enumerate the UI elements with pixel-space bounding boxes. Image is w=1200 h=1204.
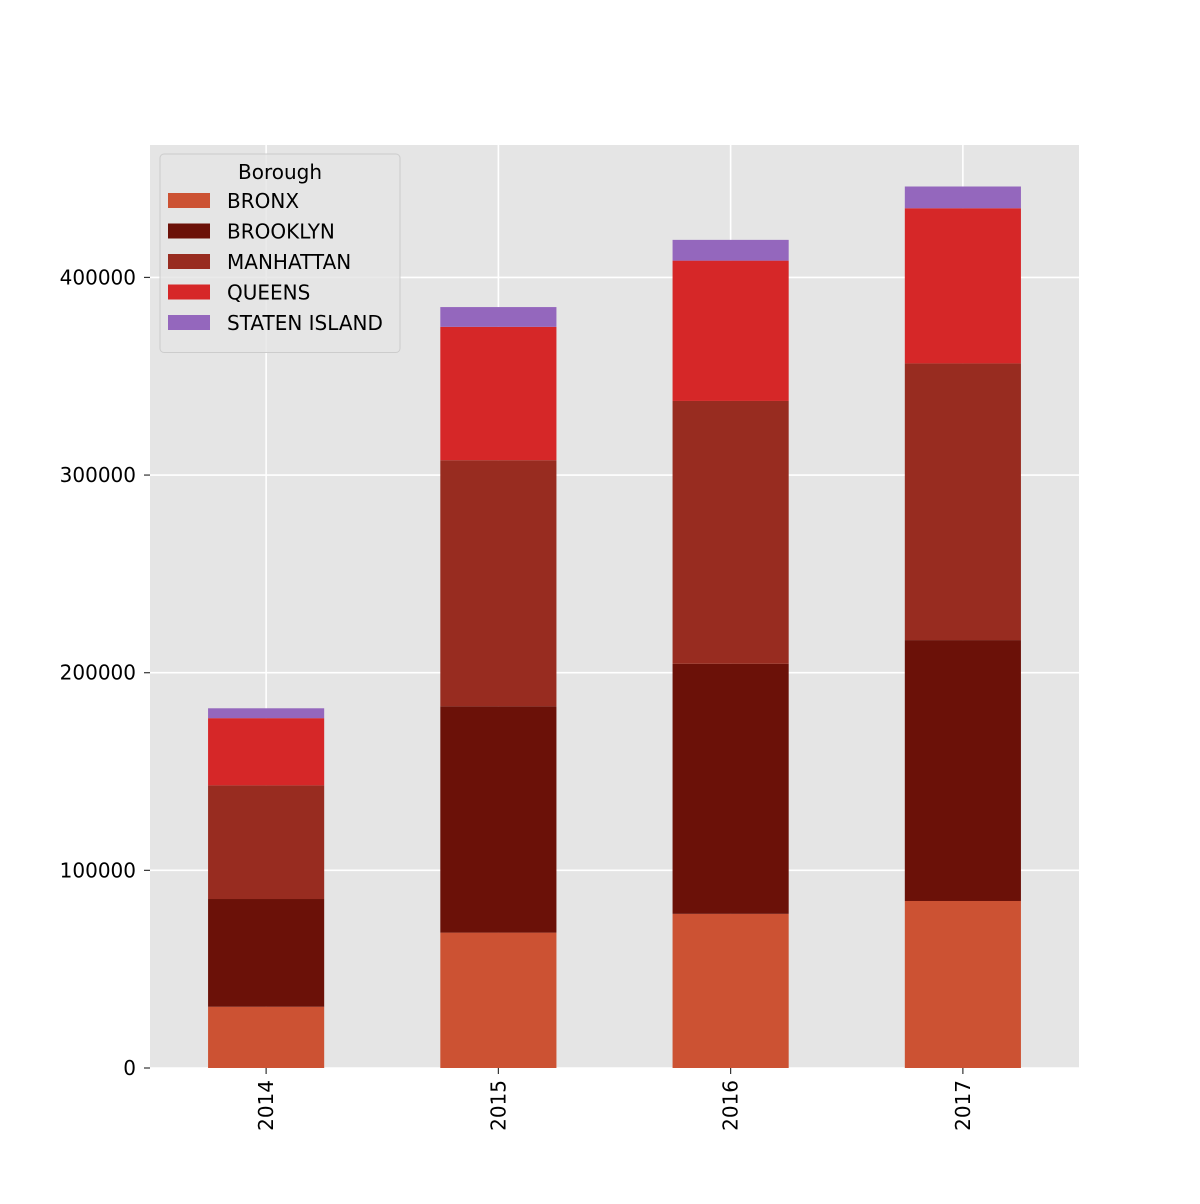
x-tick-label: 2015 (486, 1080, 510, 1131)
bar-segment-staten-island-2014 (208, 708, 325, 719)
bar-segment-bronx-2017 (904, 900, 1021, 1068)
legend-label-staten-island: STATEN ISLAND (227, 311, 383, 335)
bar-segment-queens-2014 (208, 718, 325, 786)
legend-swatch-staten-island (168, 315, 210, 330)
bar-segment-brooklyn-2016 (672, 663, 789, 914)
legend-label-queens: QUEENS (227, 281, 310, 305)
y-tick-label: 400000 (60, 265, 136, 289)
legend-label-manhattan: MANHATTAN (227, 250, 351, 274)
bar-segment-queens-2016 (672, 260, 789, 401)
bar-segment-bronx-2015 (440, 932, 557, 1068)
bar-segment-queens-2015 (440, 326, 557, 461)
bar-segment-brooklyn-2017 (904, 640, 1021, 901)
bar-segment-brooklyn-2015 (440, 706, 557, 933)
legend-swatch-brooklyn (168, 223, 210, 239)
bar-segment-manhattan-2015 (440, 460, 557, 707)
y-axis: 0 100000 200000 300000 400000 (60, 265, 150, 1080)
bar-segment-manhattan-2017 (904, 363, 1021, 641)
y-tick-label: 0 (123, 1056, 136, 1080)
legend-label-bronx: BRONX (227, 189, 299, 213)
x-tick-label: 2014 (254, 1080, 278, 1131)
bar-segment-queens-2017 (904, 208, 1021, 364)
bar-segment-staten-island-2016 (672, 239, 789, 261)
legend-swatch-queens (168, 284, 210, 300)
bar-segment-manhattan-2016 (672, 400, 789, 664)
legend-label-brooklyn: BROOKLYN (227, 220, 335, 244)
x-axis: 2014 2015 2016 2017 (254, 1068, 975, 1131)
legend-title: Borough (238, 160, 322, 184)
bar-segment-staten-island-2017 (904, 186, 1021, 209)
legend-box (159, 153, 401, 353)
bar-segment-brooklyn-2014 (208, 899, 325, 1007)
legend-swatch-manhattan (168, 254, 210, 269)
y-tick-label: 300000 (60, 463, 136, 487)
bars (208, 186, 1021, 1068)
legend: Borough BRONX BROOKLYN MANHATTAN QUEENS STATE… (159, 153, 401, 353)
y-tick-label: 100000 (60, 858, 136, 882)
legend-swatch-bronx (168, 193, 210, 208)
bar-segment-manhattan-2014 (208, 785, 325, 900)
bar-segment-staten-island-2015 (440, 307, 557, 327)
bar-segment-bronx-2014 (208, 1006, 325, 1068)
y-tick-label: 200000 (60, 661, 136, 685)
x-tick-label: 2017 (951, 1080, 975, 1131)
bar-segment-bronx-2016 (672, 913, 789, 1068)
x-tick-label: 2016 (719, 1080, 743, 1131)
